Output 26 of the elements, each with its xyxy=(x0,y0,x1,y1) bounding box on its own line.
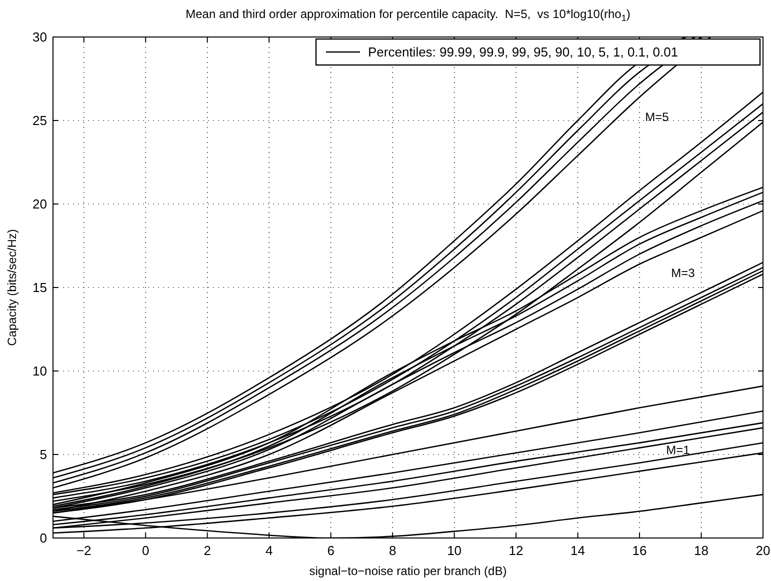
x-tick-label: 12 xyxy=(508,543,524,558)
y-tick-label: 15 xyxy=(32,280,47,296)
x-axis-title: signal−to−noise ratio per branch (dB) xyxy=(309,564,507,578)
x-tick-label: 6 xyxy=(327,543,334,558)
x-tick-label: 2 xyxy=(204,543,211,558)
legend-label: Percentiles: 99.99, 99.9, 99, 95, 90, 10, 5, 1, 0.1, 0.01 xyxy=(368,44,678,60)
y-tick-label: 10 xyxy=(32,364,47,379)
y-tick-label: 20 xyxy=(32,196,47,212)
x-tick-label: −2 xyxy=(76,543,92,558)
chart-title: Mean and third order approximation for percentile capacity. N=5, vs 10*log10(rho$_{1}$) xyxy=(186,7,630,24)
annotation: M=5 xyxy=(645,110,670,124)
x-tick-label: 8 xyxy=(388,543,396,558)
x-tick-label: 18 xyxy=(694,543,708,558)
y-tick-label: 30 xyxy=(32,30,47,45)
x-tick-label: 16 xyxy=(632,543,647,558)
annotation: M=3 xyxy=(671,266,696,280)
x-tick-label: 0 xyxy=(142,543,150,558)
y-tick-label: 0 xyxy=(40,530,47,546)
y-tick-label: 25 xyxy=(32,113,47,128)
x-tick-label: 20 xyxy=(756,543,770,558)
x-tick-label: 10 xyxy=(447,543,462,558)
x-tick-label: 4 xyxy=(265,543,273,558)
y-tick-label: 5 xyxy=(40,447,47,462)
y-axis-title: Capacity (bits/sec/Hz) xyxy=(5,229,19,346)
x-tick-label: 14 xyxy=(570,543,586,558)
annotation: M=1 xyxy=(666,443,690,458)
